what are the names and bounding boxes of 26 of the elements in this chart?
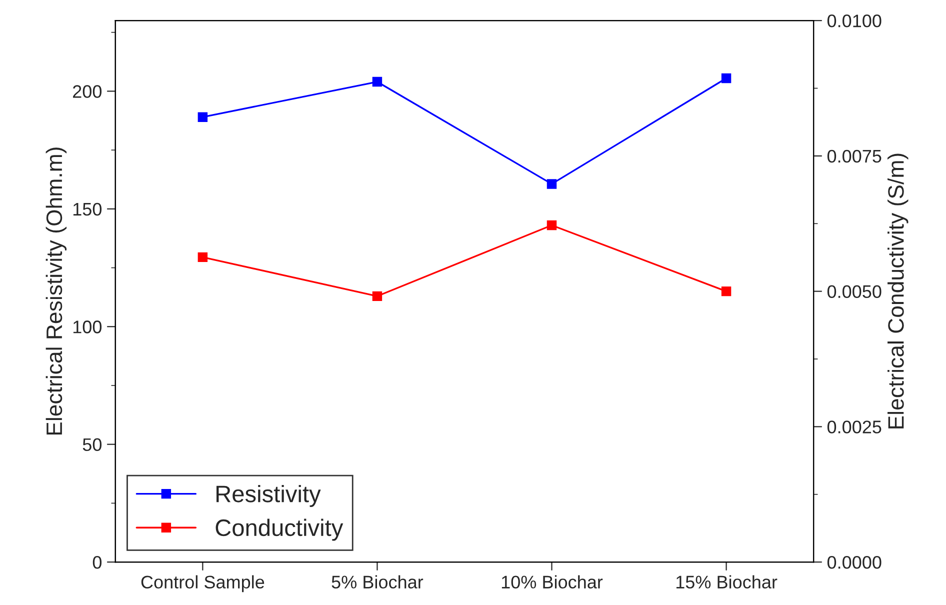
point <box>372 76 382 87</box>
y2-tick-label: 0.0025 <box>827 420 882 434</box>
x-tick-label: Control Sample <box>141 575 264 592</box>
point <box>546 220 557 230</box>
point <box>198 252 208 262</box>
y2-axis-title: Electrical Conductivity (S/m) <box>888 154 908 428</box>
point <box>546 179 557 189</box>
legend-label: Resistivity <box>216 484 321 507</box>
x-tick-label: 15% Biochar <box>676 575 778 588</box>
point <box>721 73 732 84</box>
x-tick-label: 10% Biochar <box>502 575 603 588</box>
y2-tick-label: 0.0000 <box>827 556 882 569</box>
y-tick-label: 0 <box>92 556 102 569</box>
y-tick-label: 150 <box>73 202 102 216</box>
y2-tick-label: 0.0050 <box>827 285 882 298</box>
y-tick-label: 50 <box>82 438 102 452</box>
x-tick-label: 5% Biochar <box>332 575 424 588</box>
point <box>198 112 208 122</box>
y-tick-label: 100 <box>73 320 102 334</box>
legend-label: Conductivity <box>216 518 344 541</box>
y2-tick-label: 0.0075 <box>827 150 882 163</box>
point <box>721 286 732 296</box>
y2-tick-label: 0.0100 <box>827 14 882 28</box>
y-tick-label: 200 <box>73 85 102 98</box>
point <box>372 291 382 302</box>
y-axis-title: Electrical Resistivity (Ohm.m) <box>46 148 67 435</box>
